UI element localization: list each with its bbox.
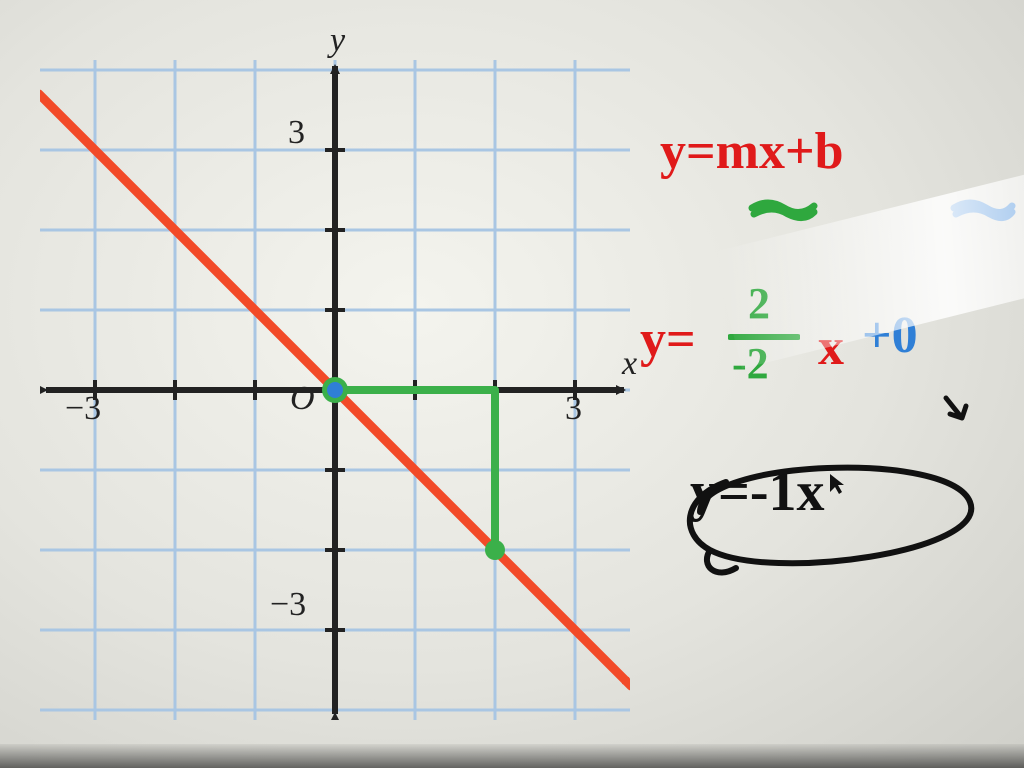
tick-pos-x: 3	[565, 390, 582, 428]
equation-plus-zero: +0	[862, 306, 918, 365]
equation-x: x	[818, 318, 844, 377]
tick-pos-y: 3	[288, 114, 305, 152]
underline-b-icon	[950, 196, 1016, 222]
whiteboard-stage: y x O −3 3 3 −3 y=mx+b y= 2 -2 x +0 y=-1…	[0, 0, 1024, 768]
x-axis-label: x	[622, 345, 637, 383]
coordinate-graph	[40, 60, 630, 720]
tick-neg-x: −3	[65, 390, 101, 428]
y-axis-label: y	[330, 22, 345, 60]
tick-neg-y: −3	[270, 586, 306, 624]
origin-label: O	[290, 380, 315, 418]
equation-slope-intercept-form: y=mx+b	[660, 122, 844, 181]
answer-circle-icon	[640, 432, 1000, 592]
underline-m-icon	[748, 196, 818, 222]
fraction-numerator: 2	[748, 278, 770, 329]
cursor-icon	[828, 472, 846, 496]
bottom-edge	[0, 744, 1024, 768]
fraction-denominator: -2	[732, 338, 769, 389]
arrow-down-icon	[938, 392, 978, 432]
graph-svg	[40, 60, 630, 720]
equation-y-equals: y=	[640, 310, 696, 369]
